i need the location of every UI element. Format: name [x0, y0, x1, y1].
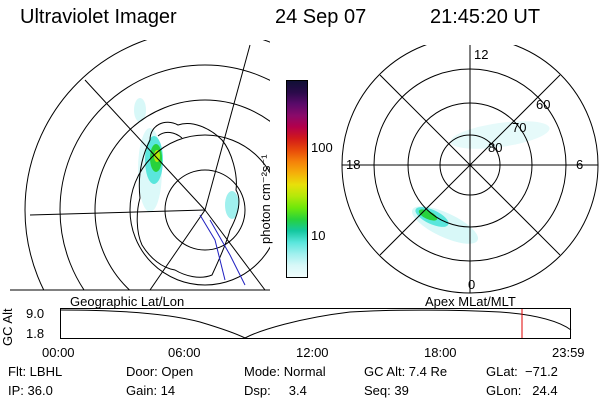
mlat-label-80: 80	[488, 140, 502, 155]
orbit-ytick-max: 9.0	[26, 306, 45, 321]
gc-alt-info: GC Alt: 7.4 Re	[364, 364, 448, 379]
time-label: 21:45:20 UT	[430, 6, 541, 28]
color-scale-bar	[286, 80, 308, 278]
ip-info: IP: 36.0	[8, 383, 53, 398]
magnetic-caption: Apex MLat/MLT	[425, 294, 516, 309]
mlat-label-60: 60	[536, 97, 550, 112]
mlt-label-6: 6	[576, 157, 583, 172]
orbit-altitude-plot	[60, 308, 572, 339]
door-info: Door: Open	[126, 364, 194, 379]
colorbar-tick-10: 10	[311, 228, 326, 243]
dsp-info: Dsp: 3.4	[244, 383, 307, 398]
magnetic-map: 12 18 6 0 60 70 80	[341, 45, 599, 294]
orbit-xtick-1200: 12:00	[296, 345, 329, 360]
orbit-ylabel: GC Alt	[0, 308, 15, 346]
geographic-caption: Geographic Lat/Lon	[70, 294, 185, 309]
glat-info: GLat: −71.2	[486, 364, 558, 379]
geographic-map	[10, 40, 270, 291]
colorbar-units-label: photon cm⁻²s⁻¹	[258, 154, 273, 244]
mode-info: Mode: Normal	[244, 364, 326, 379]
seq-info: Seq: 39	[364, 383, 409, 398]
colorbar-tick-100: 100	[311, 140, 333, 155]
mlat-label-70: 70	[512, 120, 526, 135]
mlt-label-18: 18	[346, 157, 360, 172]
orbit-ytick-min: 1.8	[26, 326, 45, 341]
instrument-title: Ultraviolet Imager	[20, 6, 177, 28]
orbit-xtick-1800: 18:00	[424, 345, 457, 360]
orbit-xtick-0000: 00:00	[42, 345, 75, 360]
mlt-label-12: 12	[474, 47, 488, 62]
glon-info: GLon: 24.4	[486, 383, 558, 398]
gain-info: Gain: 14	[126, 383, 176, 398]
mlt-label-0: 0	[468, 277, 475, 292]
orbit-xtick-0600: 06:00	[168, 345, 201, 360]
filter-info: Flt: LBHL	[8, 364, 63, 379]
orbit-xtick-2359: 23:59	[552, 345, 585, 360]
date-label: 24 Sep 07	[275, 6, 367, 28]
